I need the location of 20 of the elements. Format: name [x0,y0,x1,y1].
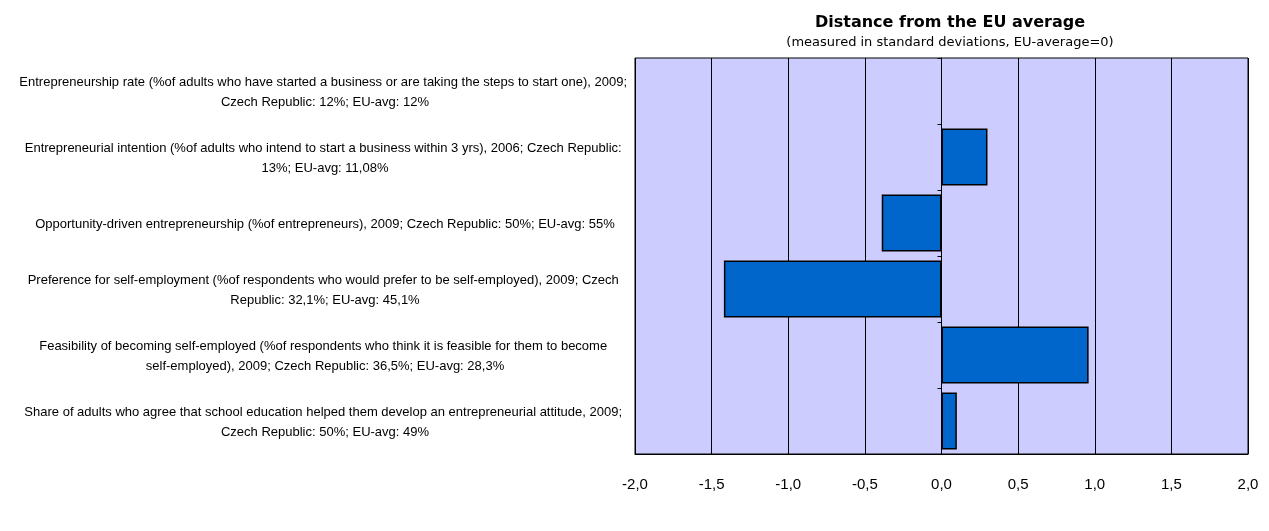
x-tick-label: 2,0 [1237,475,1259,492]
y-tick-label: Preference for self-employment (%of respondents who would prefer to be self-employed), 2009; Czech Republic: 32,1%; EU-avg: 45,1% [27,271,623,307]
chart-title: Distance from the EU average [814,11,1086,31]
y-tick-label: Entrepreneurship rate (%of adults who have started a business or are taking the steps to start one), 2009; Czech Republic: 12%; EU-avg: 12% [19,73,631,109]
x-tick-label: -1,5 [698,475,725,492]
y-tick-label: Entrepreneurial intention (%of adults who intend to start a business within 3 yrs), 2006; Czech Republic: 13%; EU-avg: 11,08% [24,139,626,175]
x-tick-label: -2,0 [622,475,648,492]
y-tick-label: Share of adults who agree that school education helped them develop an entrepreneurial attitude, 2009; Czech Republic: 50%; EU-avg: 49% [24,403,626,439]
bar [941,392,957,450]
x-tick-label: 1,5 [1160,475,1182,492]
bar [881,194,942,252]
x-tick-label: 0,5 [1007,475,1029,492]
x-tick-label: 0,0 [931,475,952,492]
y-tick-label: Opportunity-driven entrepreneurship (%of entrepreneurs), 2009; Czech Republic: 50%; EU-avg: 55% [35,215,616,231]
bar [941,128,988,186]
y-tick-label: Feasibility of becoming self-employed (%of respondents who think it is feasible for them to become self-employed), 2009; Czech Republic: 36,5%; EU-avg: 28,3% [39,337,611,373]
x-tick-label: -1,0 [775,475,802,492]
x-tick-label: -0,5 [851,475,878,492]
chart-subtitle: (measured in standard deviations, EU-average=0) [786,34,1114,49]
x-tick-label: 1,0 [1084,475,1106,492]
